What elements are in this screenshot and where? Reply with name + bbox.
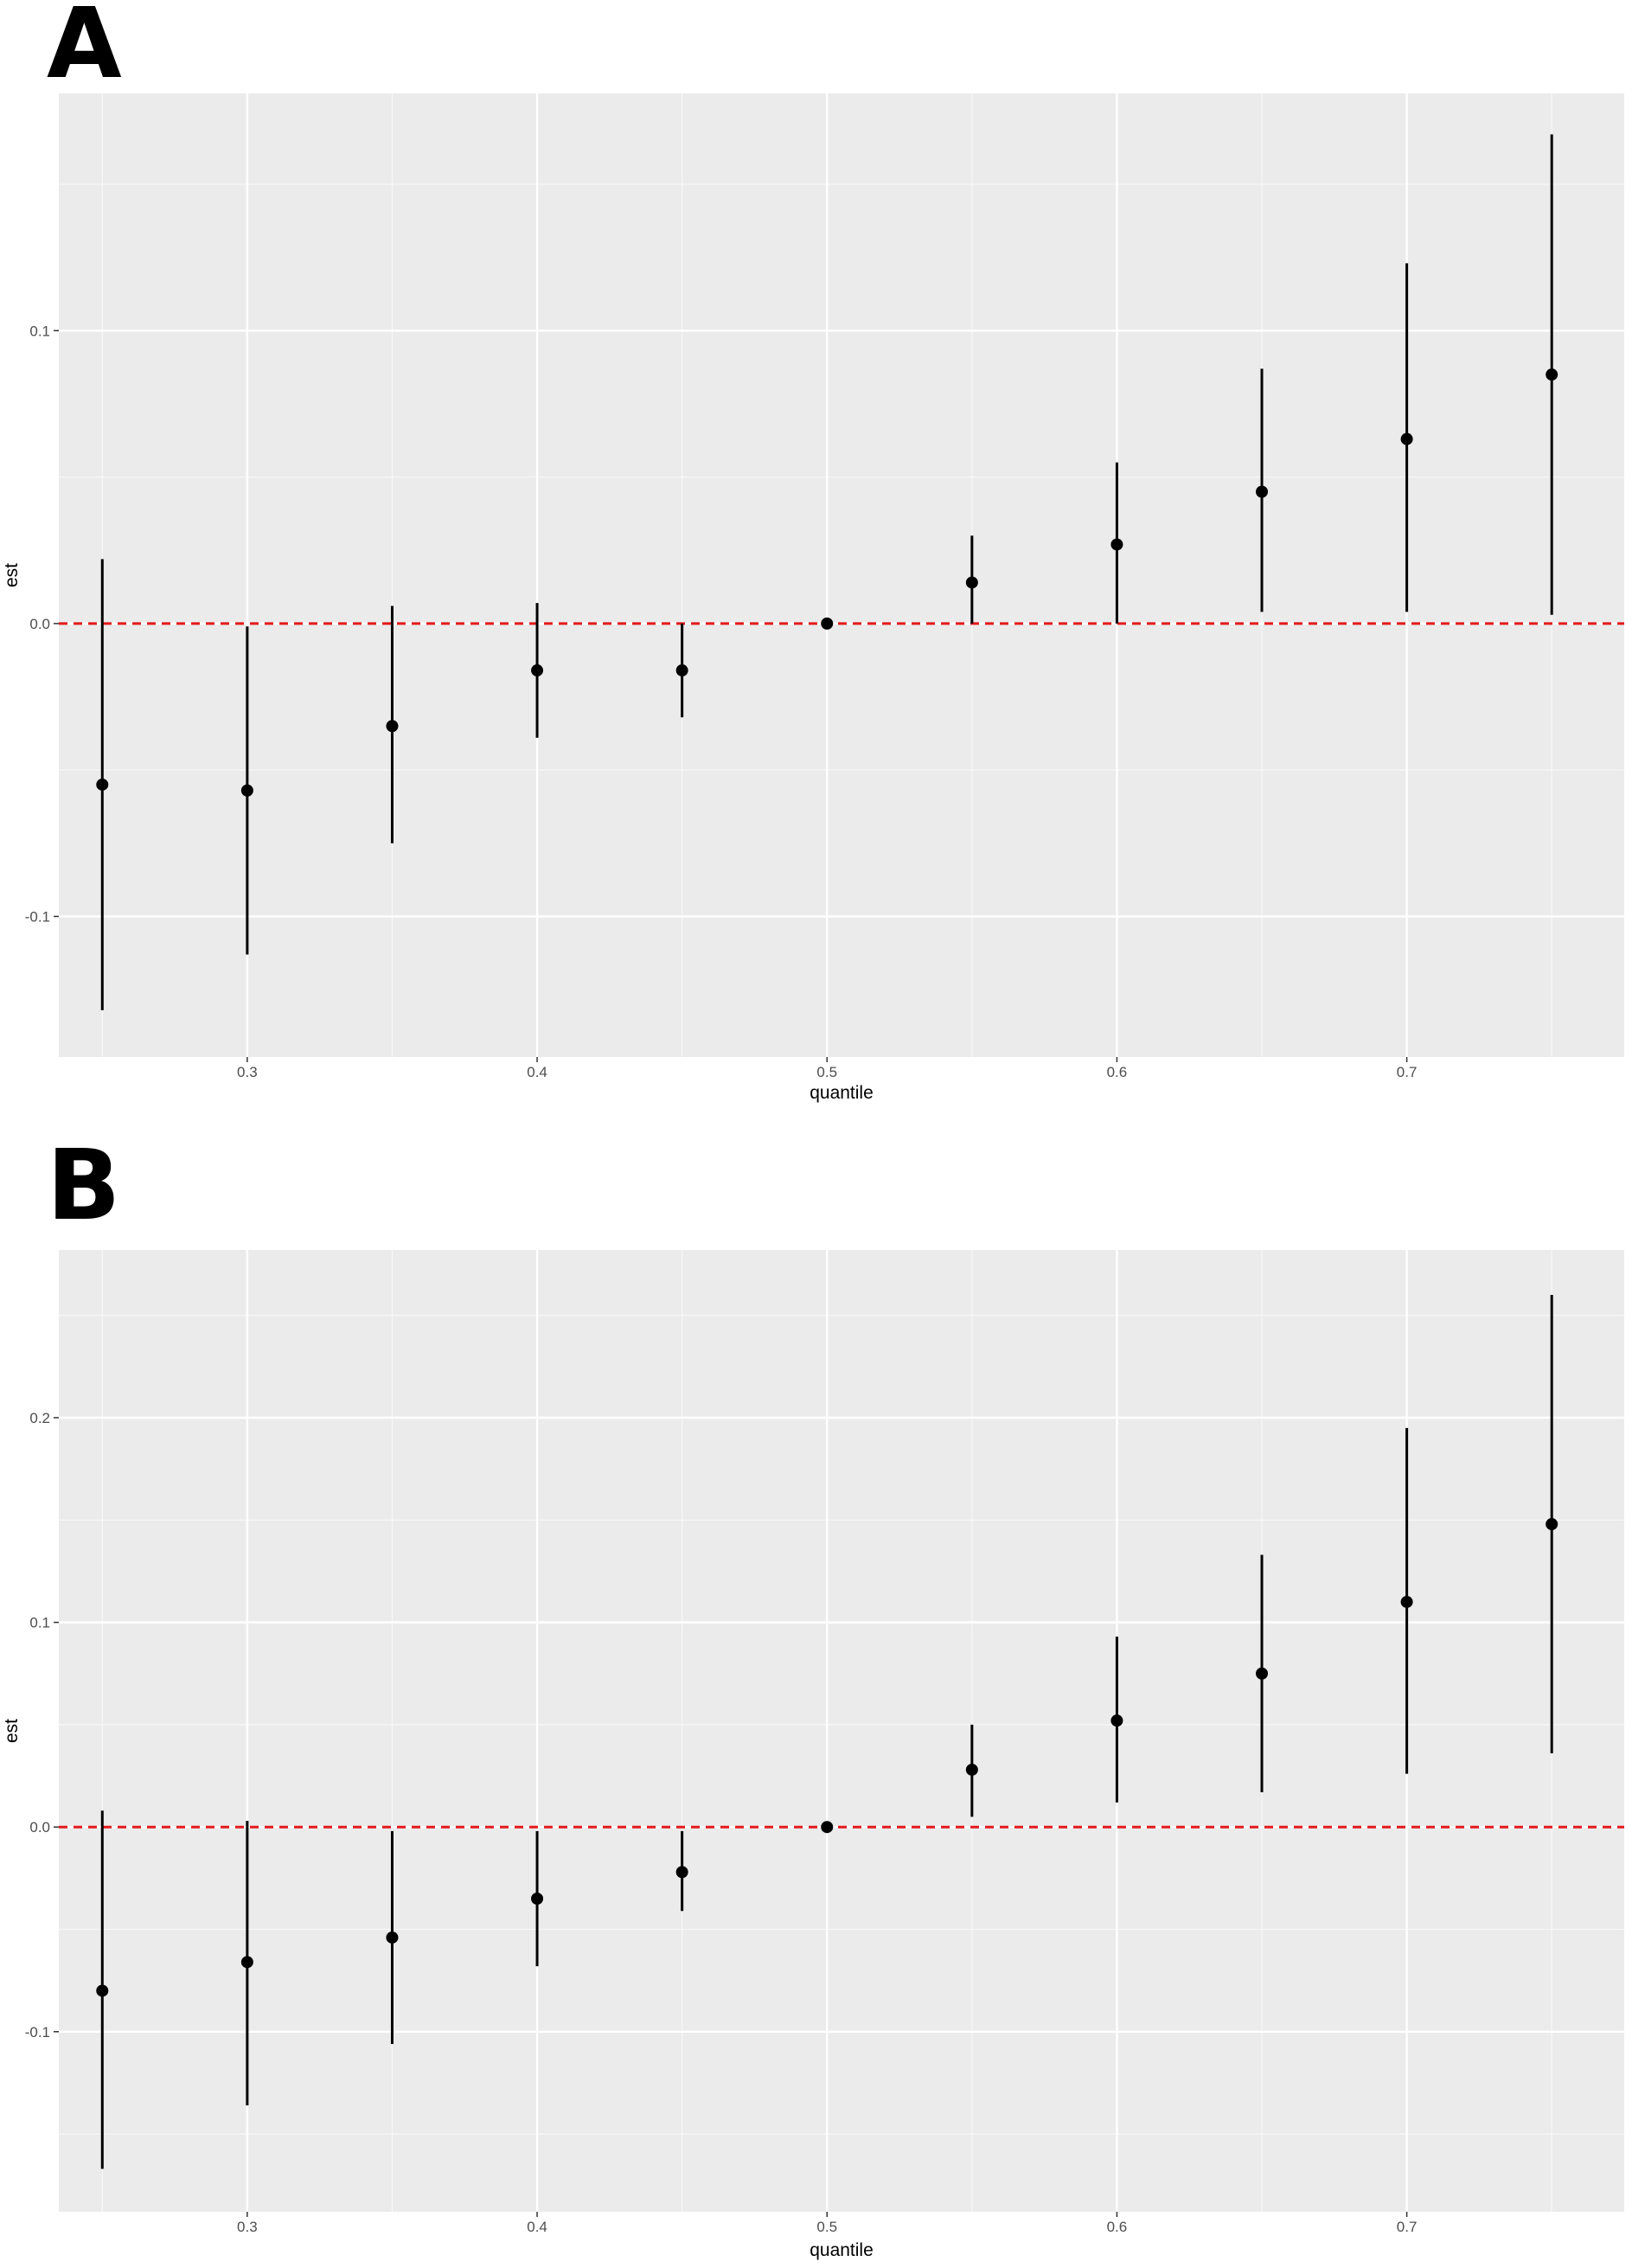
data-point xyxy=(1546,1518,1558,1531)
panel-label: B xyxy=(47,1130,121,1242)
data-point xyxy=(96,1984,109,1997)
data-point xyxy=(531,664,544,677)
x-axis-title: quantile xyxy=(810,2240,874,2260)
data-point xyxy=(1110,1714,1123,1727)
y-tick-label: 0.0 xyxy=(29,1819,50,1836)
y-tick-label: 0.0 xyxy=(29,616,50,632)
y-axis-title: est xyxy=(2,563,22,587)
chart-b: 0.3 0.4 0.5 0.6 0.7 -0.1 0.0 0.1 0.2 quantile est xyxy=(2,1250,1624,2260)
y-tick-label: 0.1 xyxy=(29,1615,50,1631)
y-axis-title: est xyxy=(2,1719,22,1743)
plot-background xyxy=(59,93,1624,1057)
panel-a: A 0.3 0.4 0.5 0.6 0.7 -0.1 0.0 0.1 quantile est xyxy=(0,0,1632,1124)
panel-label: A xyxy=(47,0,122,100)
plot-background xyxy=(59,1250,1624,2212)
data-point xyxy=(821,617,834,630)
data-point xyxy=(965,576,978,589)
data-point xyxy=(240,784,253,797)
y-tick-label: -0.1 xyxy=(25,2024,50,2041)
y-tick-label: -0.1 xyxy=(25,908,50,925)
data-point xyxy=(1400,1595,1413,1608)
y-tick-label: 0.2 xyxy=(29,1410,50,1426)
x-axis-title: quantile xyxy=(810,1083,874,1103)
data-point xyxy=(96,778,109,791)
data-point xyxy=(240,1956,253,1969)
x-tick-label: 0.4 xyxy=(527,2219,547,2235)
y-tick-label: 0.1 xyxy=(29,323,50,339)
x-tick-label: 0.7 xyxy=(1397,1064,1418,1080)
panel-b: B 0.3 0.4 0.5 0.6 0.7 -0.1 0.0 0.1 0.2 quantile es… xyxy=(0,1130,1632,2268)
data-point xyxy=(965,1763,978,1776)
data-point xyxy=(1546,368,1558,381)
x-tick-label: 0.3 xyxy=(237,2219,258,2235)
x-tick-label: 0.5 xyxy=(816,2219,837,2235)
x-tick-label: 0.7 xyxy=(1397,2219,1418,2235)
x-tick-label: 0.4 xyxy=(527,1064,547,1080)
data-point xyxy=(386,1931,399,1944)
data-point xyxy=(1256,485,1269,498)
data-point xyxy=(1110,538,1123,551)
chart-a: 0.3 0.4 0.5 0.6 0.7 -0.1 0.0 0.1 quantile est xyxy=(2,93,1624,1103)
data-point xyxy=(675,1866,688,1879)
x-tick-label: 0.3 xyxy=(237,1064,258,1080)
data-point xyxy=(531,1893,544,1906)
x-tick-label: 0.6 xyxy=(1107,1064,1128,1080)
data-point xyxy=(386,720,399,733)
data-point xyxy=(1400,432,1413,445)
data-point xyxy=(821,1821,834,1834)
x-tick-label: 0.6 xyxy=(1107,2219,1128,2235)
x-tick-label: 0.5 xyxy=(816,1064,837,1080)
data-point xyxy=(1256,1667,1269,1680)
data-point xyxy=(675,664,688,677)
